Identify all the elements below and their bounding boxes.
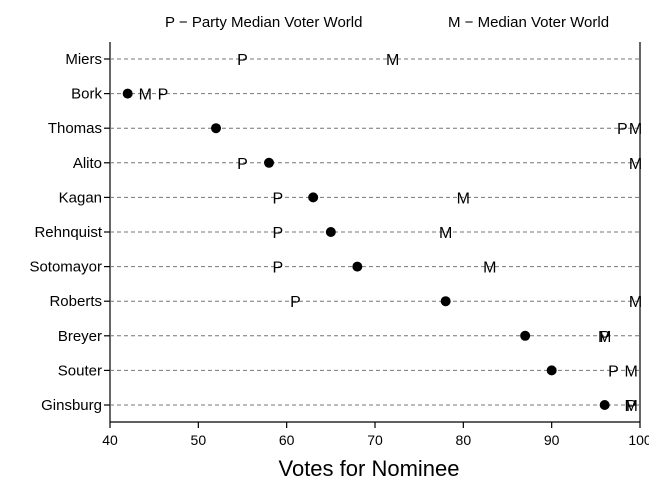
party-median-marker: P	[237, 156, 248, 173]
median-voter-marker: M	[139, 87, 152, 104]
actual-votes-point	[264, 157, 274, 168]
nominee-label: Miers	[65, 51, 102, 68]
nominee-label: Breyer	[58, 328, 102, 345]
party-median-marker: P	[272, 190, 283, 207]
median-voter-marker: M	[457, 190, 470, 207]
actual-votes-point	[599, 400, 610, 410]
party-median-marker: P	[237, 52, 248, 69]
median-voter-marker: M	[386, 52, 399, 69]
party-median-marker: P	[617, 121, 628, 138]
legend-median-voter: M − Median Voter World	[448, 14, 609, 31]
party-median-marker: P	[608, 363, 619, 380]
median-voter-marker: M	[629, 121, 642, 138]
party-median-marker: P	[158, 87, 169, 104]
actual-votes-point	[352, 261, 363, 272]
median-voter-marker: M	[629, 156, 642, 173]
actual-votes-point	[325, 227, 336, 237]
x-tick-label: 70	[367, 432, 383, 448]
nominee-label: Kagan	[59, 189, 102, 206]
median-voter-marker: M	[625, 398, 638, 415]
median-voter-marker: M	[629, 294, 642, 311]
x-tick-label: 50	[191, 432, 207, 448]
party-median-marker: P	[272, 260, 283, 277]
party-median-marker: P	[626, 398, 637, 415]
plot-area: 40 50 60 70 80 90 100 Miers Bork Thomas Alito Kagan…	[29, 42, 649, 448]
x-tick-label: 80	[456, 432, 472, 448]
median-voter-marker: M	[483, 260, 496, 277]
actual-votes-point	[546, 365, 557, 376]
actual-votes-point	[520, 330, 531, 341]
party-median-marker: P	[272, 225, 283, 242]
legend-party-median: P − Party Median Voter World	[165, 14, 362, 31]
party-median-marker: P	[290, 294, 301, 311]
median-voter-marker: M	[625, 363, 638, 380]
x-tick-label: 100	[628, 432, 649, 448]
nominee-label: Souter	[58, 362, 102, 379]
x-tick-label: 90	[544, 432, 560, 448]
actual-votes-point	[308, 192, 319, 203]
nominee-label: Bork	[71, 86, 102, 103]
actual-votes-point	[211, 123, 221, 134]
nominee-label: Thomas	[48, 120, 102, 137]
nominee-label: Roberts	[49, 293, 102, 310]
median-voter-marker: M	[598, 329, 611, 346]
nominee-label: Sotomayor	[29, 259, 102, 276]
party-median-marker: P	[599, 329, 610, 346]
nominee-label: Rehnquist	[34, 224, 102, 241]
nominee-label: Alito	[73, 155, 102, 172]
median-voter-marker: M	[439, 225, 452, 242]
x-axis-label: Votes for Nominee	[279, 456, 460, 481]
nominee-label: Ginsburg	[41, 397, 102, 414]
actual-votes-point	[440, 296, 451, 307]
x-tick-label: 60	[279, 432, 295, 448]
x-tick-label: 40	[102, 432, 118, 448]
actual-votes-point	[122, 88, 133, 99]
